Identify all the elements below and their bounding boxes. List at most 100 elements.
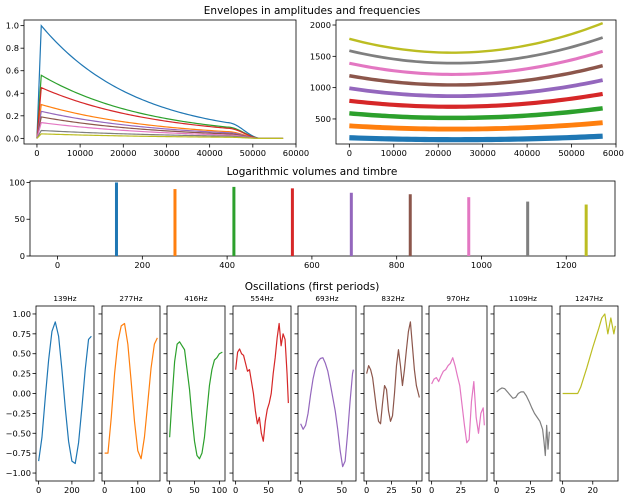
oscillations-title: Oscillations (first periods)	[245, 281, 380, 293]
amp-xtick-label: 10000	[67, 148, 93, 158]
oscillation-panels: 0 200−1.00−0.75−0.50−0.250.000.250.500.75…	[6, 294, 619, 495]
osc-xtick-label: 0	[429, 485, 434, 495]
osc-xtick-label: 0	[36, 485, 41, 495]
bar-ytick-label: 0	[20, 251, 25, 261]
bar-xtick-label: 400	[219, 260, 235, 270]
osc-xtick-label: 100	[211, 485, 227, 495]
amp-ytick-label: 1.0	[6, 21, 19, 31]
amp-series-line	[36, 110, 284, 139]
oscillation-panel-title: 970Hz	[446, 294, 469, 303]
osc-xtick-label: 50	[263, 485, 274, 495]
bar-ytick-label: 50	[14, 214, 25, 224]
bar-xtick-label: 1000	[471, 260, 492, 270]
oscillation-line	[104, 322, 158, 460]
amp-series-line	[36, 74, 284, 139]
volume-bar	[290, 188, 294, 256]
freq-series-line	[349, 91, 604, 109]
oscillation-panel-title: 832Hz	[381, 294, 404, 303]
volume-bar	[584, 204, 588, 256]
amp-ytick-label: 0.0	[6, 133, 19, 143]
volume-bar	[173, 189, 177, 256]
osc-xtick-label: 0	[494, 485, 499, 495]
freq-series-line	[349, 78, 604, 99]
osc-xtick-label: 0	[298, 485, 303, 495]
osc-xtick-label: 100	[130, 485, 146, 495]
oscillation-panel: 0 50 693Hz	[294, 294, 357, 495]
freq-series-line	[349, 133, 603, 143]
amp-series-line	[36, 86, 284, 139]
oscillation-panel: 0 25 1109Hz	[490, 294, 553, 495]
osc-xtick-label: 0	[364, 485, 369, 495]
osc-xtick-label: 25	[525, 485, 536, 495]
freq-series-line	[349, 22, 604, 54]
volume-bar-chart: 0 200 400 600 800 1000 1200 0 50 100	[9, 177, 616, 270]
osc-ytick-label: −0.50	[6, 428, 31, 438]
osc-ytick-label: −1.00	[6, 468, 31, 478]
oscillation-panel-title: 416Hz	[184, 294, 207, 303]
freq-xtick-label: 30000	[469, 148, 495, 158]
amp-ytick-label: 0.8	[6, 43, 19, 53]
oscillation-panel-title: 139Hz	[53, 294, 76, 303]
freq-series-line	[349, 64, 604, 87]
osc-xtick-label: 0	[102, 485, 107, 495]
bar-xtick-label: 1200	[556, 260, 577, 270]
envelopes-title: Envelopes in amplitudes and frequencies	[204, 5, 420, 17]
amp-xtick-label: 30000	[153, 148, 179, 158]
amp-series-line	[36, 103, 284, 139]
bar-xtick-label: 0	[55, 260, 60, 270]
osc-xtick-label: 50	[337, 485, 348, 495]
freq-ytick-label: 1000	[310, 83, 331, 93]
oscillation-line	[38, 321, 92, 465]
freq-xtick-label: 0	[347, 148, 352, 158]
oscillation-line	[562, 313, 616, 395]
amp-frame	[23, 19, 297, 145]
osc-xtick-label: 200	[64, 485, 80, 495]
amp-xtick-label: 20000	[110, 148, 136, 158]
oscillation-panel: 0 50 100 416Hz	[163, 294, 227, 495]
volume-bar	[114, 182, 118, 256]
oscillation-line	[431, 357, 485, 444]
amp-series-line	[36, 24, 284, 139]
oscillation-line	[235, 322, 289, 442]
oscillation-panel-title: 1109Hz	[509, 294, 537, 303]
volume-bar	[526, 201, 530, 256]
freq-ytick-label: 2000	[310, 20, 331, 30]
volume-bar	[467, 197, 471, 256]
freq-xtick-label: 20000	[425, 148, 451, 158]
osc-ytick-label: −0.25	[6, 408, 31, 418]
amp-ytick-label: 0.4	[6, 88, 19, 98]
osc-ytick-label: 0.75	[13, 329, 31, 339]
bar-frame	[29, 180, 616, 257]
volume-bar	[232, 186, 236, 256]
bar-xtick-label: 600	[304, 260, 320, 270]
bar-ytick-label: 100	[9, 177, 25, 187]
amp-xtick-label: 50000	[240, 148, 266, 158]
oscillation-panel: 0 20 1247Hz	[556, 294, 619, 495]
frequency-envelope-chart: 0 10000 20000 30000 40000 50000 60000 500 1000 15…	[310, 19, 624, 158]
osc-ytick-label: 1.00	[13, 309, 31, 319]
oscillation-panel: 0 200 −1.00 −0.75 −0.50 −0.25 0.00 0.25 0.50 0.75…	[6, 294, 95, 495]
oscillation-panel-title: 1247Hz	[575, 294, 603, 303]
oscillation-panel-title: 277Hz	[119, 294, 142, 303]
freq-ytick-label: 500	[315, 114, 331, 124]
osc-xtick-label: 50	[189, 485, 200, 495]
volumes-title: Logarithmic volumes and timbre	[227, 166, 398, 178]
oscillation-panel: 0 100 277Hz	[98, 294, 161, 495]
amplitude-envelope-chart: 0 10000 20000 30000 40000 50000 60000 0.0 0.2 0.4…	[6, 19, 309, 158]
osc-ytick-label: 0.25	[13, 369, 31, 379]
amp-ytick-label: 0.6	[6, 66, 19, 76]
amp-series-line	[36, 133, 284, 139]
bar-xtick-label: 200	[134, 260, 150, 270]
amp-xtick-label: 60000	[283, 148, 309, 158]
freq-xtick-label: 10000	[381, 148, 407, 158]
osc-ytick-label: 0.00	[13, 389, 31, 399]
freq-frame	[335, 19, 617, 145]
osc-xtick-label: 0	[167, 485, 172, 495]
osc-xtick-label: 25	[456, 485, 467, 495]
osc-xtick-label: 20	[587, 485, 598, 495]
osc-xtick-label: 0	[233, 485, 238, 495]
oscillation-line	[169, 341, 223, 460]
freq-xtick-label: 60000	[603, 148, 624, 158]
amp-xtick-label: 40000	[196, 148, 222, 158]
